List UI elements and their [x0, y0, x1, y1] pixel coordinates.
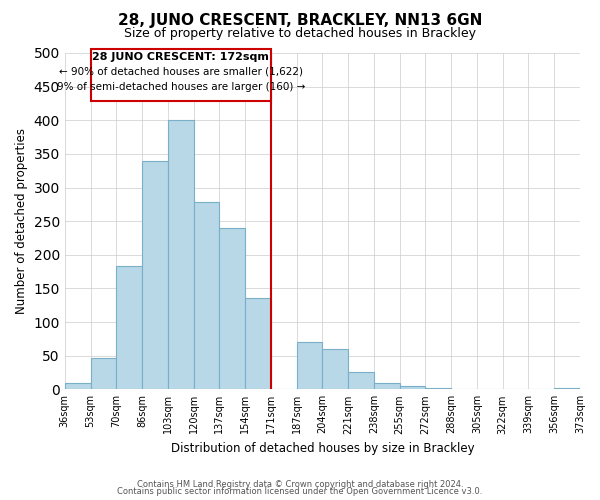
Bar	[116, 266, 142, 390]
Bar	[220, 228, 245, 390]
Text: 28 JUNO CRESCENT: 172sqm: 28 JUNO CRESCENT: 172sqm	[92, 52, 269, 62]
Bar	[194, 202, 220, 390]
Bar	[348, 372, 374, 390]
Text: 28, JUNO CRESCENT, BRACKLEY, NN13 6GN: 28, JUNO CRESCENT, BRACKLEY, NN13 6GN	[118, 12, 482, 28]
Text: 9% of semi-detached houses are larger (160) →: 9% of semi-detached houses are larger (1…	[56, 82, 305, 92]
Bar	[168, 120, 194, 390]
Bar	[425, 388, 451, 390]
Text: Size of property relative to detached houses in Brackley: Size of property relative to detached ho…	[124, 28, 476, 40]
Bar	[451, 388, 477, 390]
Text: Contains HM Land Registry data © Crown copyright and database right 2024.: Contains HM Land Registry data © Crown c…	[137, 480, 463, 489]
Bar	[91, 358, 116, 390]
Bar	[296, 342, 322, 390]
Bar	[554, 388, 580, 390]
Bar	[65, 382, 91, 390]
Y-axis label: Number of detached properties: Number of detached properties	[15, 128, 28, 314]
Bar	[91, 49, 271, 102]
Bar	[142, 160, 168, 390]
Bar	[322, 349, 348, 390]
Text: Contains public sector information licensed under the Open Government Licence v3: Contains public sector information licen…	[118, 487, 482, 496]
X-axis label: Distribution of detached houses by size in Brackley: Distribution of detached houses by size …	[170, 442, 474, 455]
Text: ← 90% of detached houses are smaller (1,622): ← 90% of detached houses are smaller (1,…	[59, 67, 303, 77]
Bar	[245, 298, 271, 390]
Bar	[374, 382, 400, 390]
Bar	[400, 386, 425, 390]
